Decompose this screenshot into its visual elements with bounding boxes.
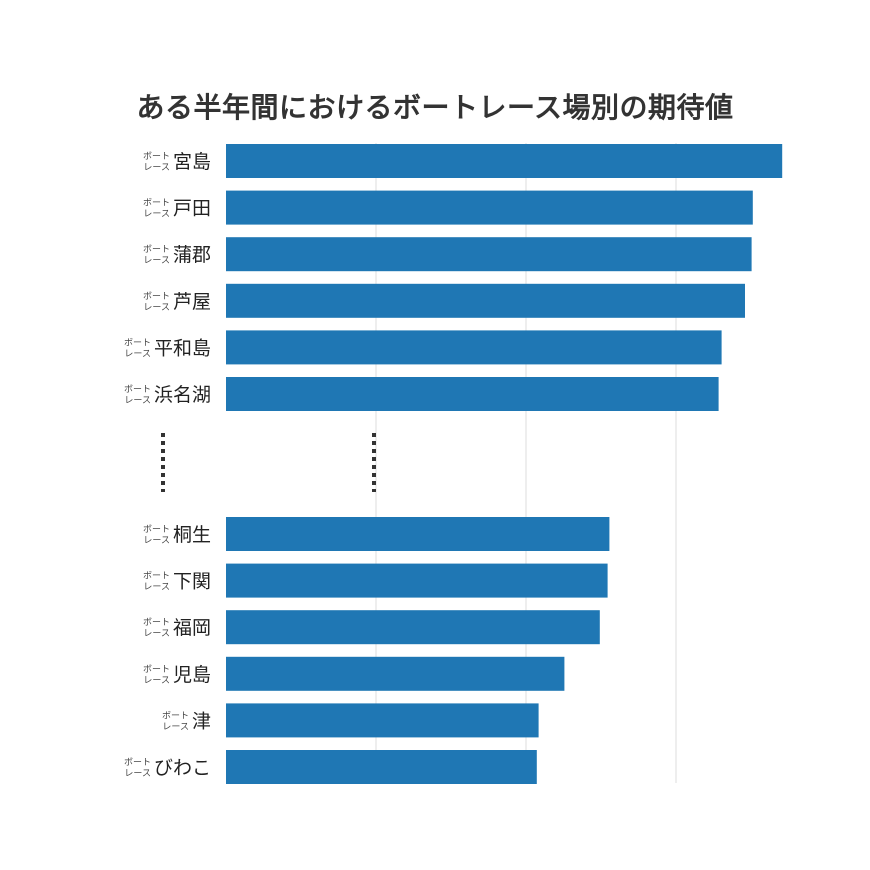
category-prefix-line2: レース xyxy=(143,303,170,313)
category-prefix-line1: ボート xyxy=(143,291,170,302)
category-label: 芦屋 xyxy=(173,291,211,313)
bar-bottom-4 xyxy=(226,703,539,738)
category-label: 平和島 xyxy=(154,337,211,359)
category-prefix-line2: レース xyxy=(143,676,170,686)
bar-layer xyxy=(226,144,783,784)
bar-top-4 xyxy=(226,330,722,365)
category-prefix-line2: レース xyxy=(162,722,189,732)
category-label: 桐生 xyxy=(173,524,211,546)
bar-bottom-1 xyxy=(226,563,608,598)
category-prefix-line2: レース xyxy=(143,163,170,173)
category-prefix-line1: ボート xyxy=(124,757,151,768)
bar-bottom-3 xyxy=(226,656,565,691)
category-label: 蒲郡 xyxy=(173,244,211,266)
category-prefix-line1: ボート xyxy=(162,710,189,721)
category-prefix-line2: レース xyxy=(143,583,170,593)
category-prefix-line1: ボート xyxy=(143,617,170,628)
bar-top-3 xyxy=(226,283,745,318)
category-label: 下関 xyxy=(173,571,211,593)
bar-top-0 xyxy=(226,144,783,178)
category-prefix-line1: ボート xyxy=(143,198,170,209)
bar-top-1 xyxy=(226,190,753,225)
category-label: 宮島 xyxy=(173,151,211,173)
category-prefix-line1: ボート xyxy=(143,571,170,582)
category-prefix-line2: レース xyxy=(143,210,170,220)
bar-bottom-2 xyxy=(226,610,600,645)
category-prefix-line1: ボート xyxy=(143,151,170,162)
label-layer: 宮島ボートレース戸田ボートレース蒲郡ボートレース芦屋ボートレース平和島ボートレー… xyxy=(124,151,211,779)
category-prefix-line2: レース xyxy=(124,396,151,406)
bar-top-5 xyxy=(226,377,719,411)
category-prefix-line1: ボート xyxy=(124,384,151,395)
category-label: びわこ xyxy=(154,757,211,779)
category-prefix-line1: ボート xyxy=(143,664,170,675)
category-label: 戸田 xyxy=(173,198,211,220)
chart-title: ある半年間におけるボートレース場別の期待値 xyxy=(136,91,734,124)
ellipsis-layer xyxy=(161,433,376,492)
category-prefix-line2: レース xyxy=(143,629,170,639)
category-prefix-line1: ボート xyxy=(143,244,170,255)
category-prefix-line2: レース xyxy=(143,256,170,266)
bar-bottom-5 xyxy=(226,750,537,784)
category-label: 浜名湖 xyxy=(154,384,211,406)
bar-bottom-0 xyxy=(226,517,610,551)
category-prefix-line2: レース xyxy=(143,536,170,546)
category-prefix-line2: レース xyxy=(124,349,151,359)
category-prefix-line1: ボート xyxy=(124,337,151,348)
category-prefix-line2: レース xyxy=(124,769,151,779)
bar-top-2 xyxy=(226,237,752,272)
category-prefix-line1: ボート xyxy=(143,524,170,535)
category-label: 福岡 xyxy=(173,617,211,639)
category-label: 児島 xyxy=(173,664,211,686)
category-label: 津 xyxy=(192,710,211,732)
